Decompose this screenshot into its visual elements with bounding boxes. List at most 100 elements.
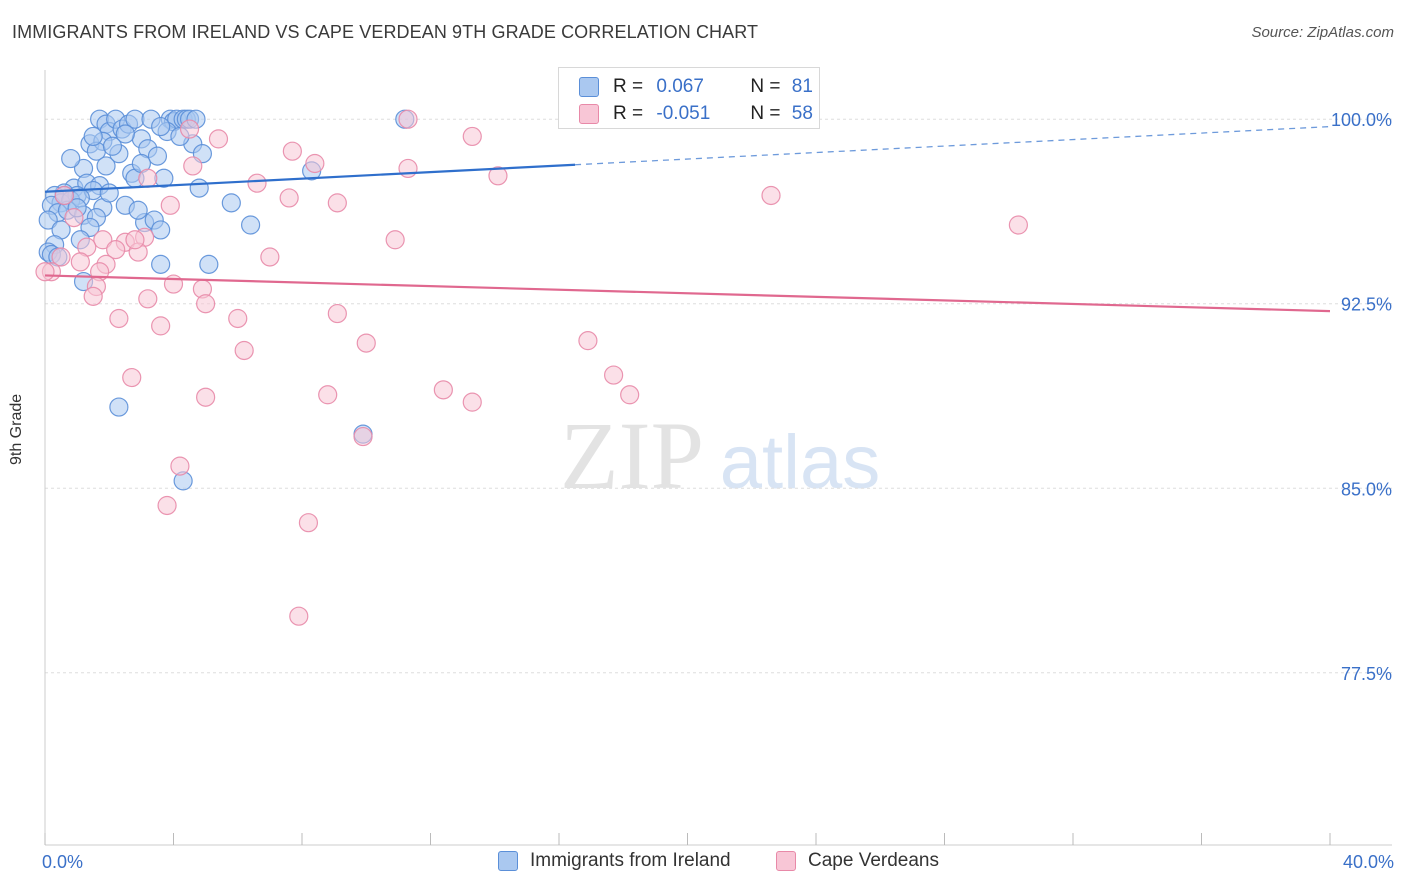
ireland-point <box>151 116 171 137</box>
ireland-point <box>241 215 261 235</box>
cape-verdean-point <box>51 247 71 267</box>
ireland-point <box>109 397 129 417</box>
n-value: 58 <box>791 103 813 124</box>
cape-verdean-point <box>604 365 624 385</box>
cape-verdean-point <box>54 185 74 206</box>
cape-verdean-point <box>93 230 113 250</box>
ireland-point <box>83 126 103 147</box>
cape-verdean-point <box>160 195 180 215</box>
ireland-point <box>61 148 81 169</box>
y-tick-label: 85.0% <box>1341 479 1392 499</box>
ireland-point <box>38 210 58 230</box>
cape-verdean-point <box>353 426 373 447</box>
legend-label-ireland: Immigrants from Ireland <box>530 850 731 871</box>
watermark-atlas: atlas <box>720 420 881 505</box>
legend-swatch-pink <box>776 851 796 871</box>
cape-verdean-point <box>462 126 482 147</box>
cape-verdean-point <box>170 456 190 476</box>
legend-row-cape-verdean: R = -0.051 N = 58 <box>579 101 813 127</box>
x-tick-label-max: 40.0% <box>1342 852 1394 872</box>
cape-verdean-point <box>433 380 453 400</box>
x-tick-label-min: 0.0% <box>42 852 84 872</box>
gridlines <box>45 118 1392 674</box>
cape-verdean-point <box>488 166 508 186</box>
y-tick-label: 77.5% <box>1341 664 1392 684</box>
ireland-point <box>151 220 171 240</box>
cape-verdean-point <box>356 333 376 353</box>
ireland-point <box>189 178 209 198</box>
cape-verdean-point <box>578 331 598 351</box>
cape-verdean-point <box>385 230 405 250</box>
cape-verdean-trend-line <box>44 274 1331 313</box>
cape-verdean-point <box>620 385 640 405</box>
cape-verdean-point <box>761 185 781 206</box>
cape-verdean-point <box>282 141 302 161</box>
watermark-zip: ZIP <box>560 402 704 509</box>
cape-verdean-point <box>196 294 216 314</box>
cape-verdean-point <box>109 308 129 329</box>
axes <box>44 70 1392 846</box>
cape-verdean-point <box>398 158 418 179</box>
ireland-point <box>151 254 171 274</box>
cape-verdean-point <box>327 193 347 213</box>
cape-verdean-point <box>70 252 90 272</box>
n-label: N = <box>750 103 781 124</box>
y-tick-labels: 100.0% 92.5% 85.0% 77.5% <box>1331 110 1392 684</box>
r-label: R = <box>613 76 644 97</box>
n-label: N = <box>750 76 781 97</box>
cape-verdean-point <box>183 156 203 176</box>
cape-verdean-point <box>64 208 84 228</box>
ireland-point <box>115 124 135 144</box>
cape-verdean-point <box>318 385 338 405</box>
ireland-point <box>199 254 219 274</box>
series-cape-verdean-points <box>35 109 1028 626</box>
legend-swatch-pink <box>579 104 599 124</box>
legend-swatch-blue <box>498 851 518 871</box>
trend-lines <box>44 125 1331 313</box>
cape-verdean-point <box>151 316 171 336</box>
ireland-point <box>99 183 119 203</box>
cape-verdean-point <box>279 188 299 208</box>
legend-row-ireland: R = 0.067 N = 81 <box>579 74 813 100</box>
cape-verdean-point <box>298 513 319 533</box>
cape-verdean-point <box>398 109 418 129</box>
series-ireland-points <box>38 109 643 491</box>
legend-item-cape-verdean[interactable]: Cape Verdeans <box>776 850 939 872</box>
y-tick-label: 92.5% <box>1341 295 1392 315</box>
r-label: R = <box>613 103 644 124</box>
cape-verdean-point <box>138 168 158 188</box>
cape-verdean-point <box>234 340 254 361</box>
cape-verdean-point <box>83 286 103 306</box>
cape-verdean-point <box>138 289 158 309</box>
ireland-trend-extension <box>575 125 1331 166</box>
r-value: 0.067 <box>656 76 704 97</box>
cape-verdean-point <box>289 606 309 626</box>
cape-verdean-point <box>208 129 229 149</box>
cape-verdean-point <box>327 303 347 324</box>
chart-title: IMMIGRANTS FROM IRELAND VS CAPE VERDEAN … <box>12 22 759 42</box>
ireland-trend-line <box>44 163 576 193</box>
legend-swatch-blue <box>579 77 599 97</box>
cape-verdean-point <box>305 153 325 174</box>
ireland-point <box>102 136 123 156</box>
cape-verdean-point <box>125 230 145 250</box>
cape-verdean-point <box>157 495 177 516</box>
source-label: Source: ZipAtlas.com <box>1251 24 1394 41</box>
ireland-point <box>128 200 148 220</box>
legend-item-ireland[interactable]: Immigrants from Ireland <box>498 850 731 872</box>
ireland-point <box>147 146 168 166</box>
cape-verdean-point <box>35 262 55 282</box>
n-value: 81 <box>791 76 813 97</box>
zipatlas-watermark: ZIP atlas <box>560 402 880 509</box>
r-value: -0.051 <box>656 103 711 124</box>
y-axis-label: 9th Grade <box>8 393 25 465</box>
cape-verdean-point <box>462 392 482 412</box>
cape-verdean-point <box>106 240 126 260</box>
cape-verdean-point <box>260 247 280 267</box>
correlation-legend: R = 0.067 N = 81 R = -0.051 N = 58 <box>558 67 820 129</box>
cape-verdean-point <box>228 308 248 329</box>
ireland-point <box>221 193 241 213</box>
ireland-point <box>96 156 116 176</box>
cape-verdean-point <box>1008 215 1028 235</box>
